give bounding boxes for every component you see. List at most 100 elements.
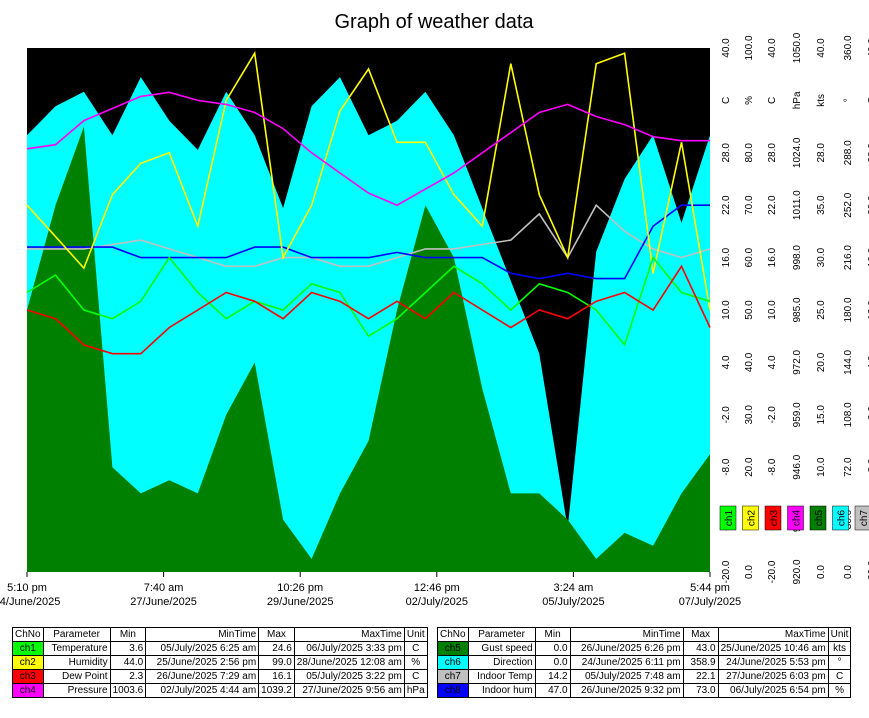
right-axis-tick-label: 50.0 <box>744 300 755 320</box>
right-axis-tick-label: 959.0 <box>792 402 803 427</box>
right-axis-tick-label: 72.0 <box>843 457 854 477</box>
legend-ch5: ch5 <box>809 505 827 531</box>
cell-mintime: 02/July/2025 4:44 am <box>145 683 260 698</box>
right-axis-tick-label: 946.0 <box>792 454 803 479</box>
cell-max: 358.9 <box>682 655 719 670</box>
cell-chno: ch3 <box>12 669 44 684</box>
x-tick-time: 5:10 pm <box>7 582 47 594</box>
cell-max: 24.6 <box>258 641 295 656</box>
right-axis-tick-label: 40.0 <box>721 38 732 58</box>
legend-label: ch4 <box>792 510 803 527</box>
legend-ch2: ch2 <box>742 505 759 531</box>
col-mintime: MinTime <box>569 627 684 642</box>
right-axis-tick-label: 28.0 <box>767 143 778 163</box>
table-row: ch2 Humidity 44.0 25/June/2025 2:56 pm 99.0 2… <box>12 655 428 670</box>
right-axis-tick-label: 25.0 <box>816 300 827 320</box>
cell-parameter: Pressure <box>42 683 111 698</box>
right-axis-tick-label: -2.0 <box>867 406 869 424</box>
cell-max: 16.1 <box>258 669 295 684</box>
right-axis-tick-label: 360.0 <box>843 35 854 60</box>
cell-mintime: 05/July/2025 7:48 am <box>569 669 684 684</box>
x-axis: 5:10 pm 24/June/2025 7:40 am 27/June/2025 10… <box>0 572 741 608</box>
legend-label: ch1 <box>724 510 735 527</box>
right-axis-tick-label: 0.0 <box>816 565 827 579</box>
right-axis-tick-label: 4.0 <box>767 355 778 369</box>
right-axis-tick-label: 40.0 <box>744 352 755 372</box>
right-axis-tick-label: -2.0 <box>767 406 778 424</box>
cell-unit: ° <box>827 655 852 670</box>
right-axis-tick-label: 10.0 <box>721 300 732 320</box>
cell-min: 47.0 <box>534 683 571 698</box>
right-axis-tick-label: 4.0 <box>721 355 732 369</box>
col-mintime: MinTime <box>145 627 260 642</box>
table-header-row: ChNo Parameter Min MinTime Max MaxTime U… <box>12 627 428 642</box>
right-axis-tick-label: ° <box>843 98 854 102</box>
legend-swatch <box>764 505 782 531</box>
cell-unit: hPa <box>403 683 428 698</box>
right-axis-tick-label: 4.0 <box>867 355 869 369</box>
cell-min: 14.2 <box>534 669 571 684</box>
x-tick-time: 7:40 am <box>144 582 184 594</box>
cell-chno: ch1 <box>12 641 44 656</box>
cell-chno: ch6 <box>437 655 469 670</box>
table-row: ch8 Indoor hum 47.0 26/June/2025 9:32 pm 73.… <box>437 683 852 698</box>
right-axis-tick-label: 20.0 <box>816 352 827 372</box>
right-axis-tick-label: C <box>767 97 778 104</box>
right-axis-tick-label: 28.0 <box>867 143 869 163</box>
right-axis-tick-label: 30.0 <box>816 247 827 267</box>
right-axis-tick-label: 216.0 <box>843 245 854 270</box>
cell-min: 2.3 <box>109 669 147 684</box>
right-axis-tick-label: 28.0 <box>816 143 827 163</box>
cell-parameter: Humidity <box>42 655 111 670</box>
right-axis-tick-label: 1011.0 <box>792 190 803 220</box>
cell-unit: C <box>403 669 428 684</box>
cell-min: 0.0 <box>534 641 571 656</box>
cell-maxtime: 05/July/2025 3:22 pm <box>293 669 405 684</box>
col-max: Max <box>258 627 295 642</box>
col-parameter: Parameter <box>42 627 111 642</box>
cell-mintime: 26/June/2025 7:29 am <box>145 669 260 684</box>
right-axis-tick-label: 10.0 <box>816 457 827 477</box>
right-axis-tick-label: 16.0 <box>867 247 869 267</box>
cell-parameter: Dew Point <box>42 669 111 684</box>
right-axis-tick-label: -8.0 <box>721 458 732 476</box>
ch7-indoor-temp-line <box>27 203 711 268</box>
x-tick-time: 12:46 pm <box>414 582 460 594</box>
right-axis-tick-label: 40.0 <box>867 38 869 58</box>
x-tick-date: 29/June/2025 <box>267 596 334 608</box>
cell-chno: ch7 <box>437 669 469 684</box>
right-axis-tick-label: 1024.0 <box>792 137 803 168</box>
col-min: Min <box>534 627 571 642</box>
col-unit: Unit <box>827 627 852 642</box>
right-axis-tick-label: -20.0 <box>721 560 732 583</box>
right-axis-tick-label: % <box>744 96 755 105</box>
cell-mintime: 26/June/2025 6:26 pm <box>569 641 684 656</box>
cell-parameter: Indoor hum <box>467 683 536 698</box>
cell-chno: ch5 <box>437 641 469 656</box>
cell-maxtime: 27/June/2025 9:56 am <box>293 683 405 698</box>
cell-min: 3.6 <box>109 641 147 656</box>
x-tick-time: 10:26 pm <box>277 582 323 594</box>
legend-label: ch2 <box>747 510 758 527</box>
legend-swatch <box>787 505 804 531</box>
right-axis-tick-label: kts <box>816 94 827 107</box>
legend-label: ch7 <box>859 510 869 527</box>
cell-mintime: 05/July/2025 6:25 am <box>145 641 260 656</box>
right-axis-tick-label: 16.0 <box>767 247 778 267</box>
cell-max: 1039.2 <box>258 683 295 698</box>
table-row: ch4 Pressure 1003.6 02/July/2025 4:44 am 103… <box>12 683 428 698</box>
right-axis-tick-label: 252.0 <box>843 192 854 217</box>
cell-max: 43.0 <box>682 641 719 656</box>
right-axis-tick-label: -8.0 <box>867 458 869 476</box>
x-tick-time: 3:24 am <box>554 582 594 594</box>
right-axis-tick-label: 972.0 <box>792 349 803 374</box>
legend-label: ch6 <box>837 510 848 527</box>
right-axis-tick-label: 100.0 <box>744 35 755 60</box>
right-axis-tick-label: 22.0 <box>721 195 732 215</box>
legend-ch3: ch3 <box>764 505 782 531</box>
right-axis-tick-label: C <box>721 97 732 104</box>
legend-swatch <box>832 505 849 531</box>
ch8-indoor-hum-line <box>27 204 710 280</box>
right-axis-tick-label: 30.0 <box>744 405 755 425</box>
cell-unit: % <box>827 683 852 698</box>
